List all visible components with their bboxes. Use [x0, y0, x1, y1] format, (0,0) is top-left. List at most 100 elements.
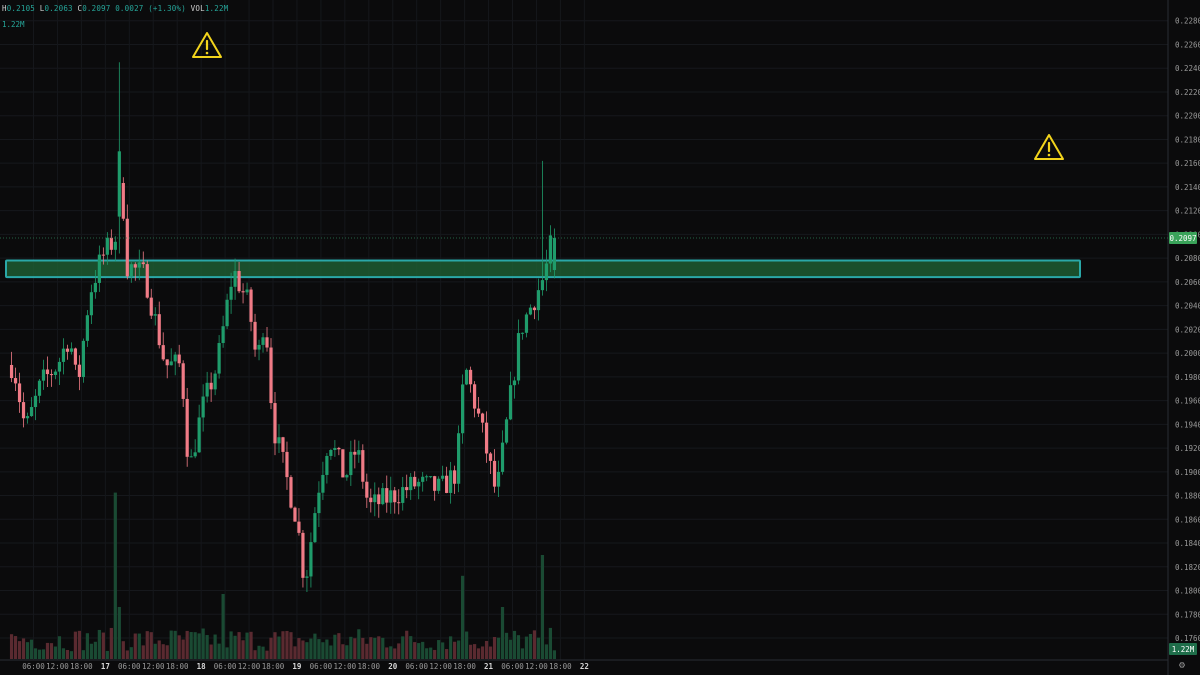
volume-bar: [425, 648, 429, 659]
candle-body: [401, 487, 405, 503]
candle: [269, 338, 273, 410]
last-volume-tag: [1169, 643, 1197, 655]
volume-bar: [201, 628, 205, 659]
candle-body: [165, 359, 169, 366]
volume-bar: [121, 641, 125, 659]
volume-bar: [185, 630, 189, 659]
candle-body: [217, 343, 221, 374]
candle-body: [161, 345, 165, 360]
candle-body: [289, 477, 293, 508]
candle-body: [365, 481, 369, 498]
candle-body: [249, 289, 253, 322]
candle: [73, 347, 78, 370]
x-tick-label: 12:00: [429, 662, 452, 671]
candle-body: [512, 380, 517, 386]
candle: [89, 284, 93, 324]
x-tick-label: 20: [388, 662, 398, 671]
volume-bar: [25, 642, 30, 659]
warning-triangle-outline: [1034, 134, 1064, 160]
candle-body: [121, 183, 125, 219]
candle: [137, 249, 141, 281]
y-tick-label: 0.2120: [1175, 207, 1200, 216]
candle: [201, 384, 205, 432]
volume-bar: [157, 640, 161, 659]
volume-bar: [9, 634, 14, 659]
volume-bar: [65, 649, 70, 659]
candle-body: [141, 262, 145, 265]
candle-body: [309, 542, 313, 577]
candle: [41, 359, 46, 390]
candle-body: [189, 456, 193, 458]
candle: [25, 412, 30, 424]
volume-bar: [305, 642, 309, 659]
x-tick-label: 19: [292, 662, 302, 671]
candle: [133, 262, 137, 281]
volume-bar: [413, 642, 417, 659]
candle: [217, 335, 221, 379]
candle-body: [437, 478, 441, 491]
volume-bar: [229, 631, 233, 659]
candle: [445, 466, 449, 494]
candle-body: [229, 286, 233, 300]
warning-triangle-outline: [192, 32, 222, 58]
x-tick-label: 18:00: [70, 662, 93, 671]
legend-volume-key: VOL: [190, 4, 205, 13]
candle: [528, 304, 533, 316]
candle: [313, 507, 317, 543]
candle: [173, 351, 177, 376]
gear-icon[interactable]: ⚙: [1179, 660, 1186, 671]
candle: [337, 446, 341, 456]
y-tick-label: 0.2080: [1175, 254, 1200, 263]
candle-body: [101, 254, 105, 256]
volume-bar: [445, 649, 449, 659]
candle-body: [61, 348, 66, 362]
candle-body: [237, 271, 241, 292]
candle: [516, 319, 521, 385]
candle: [77, 355, 82, 391]
x-tick-label: 06:00: [118, 662, 141, 671]
candle-body: [81, 340, 85, 377]
candle-body: [381, 488, 385, 505]
candle-body: [361, 450, 365, 482]
candle-body: [488, 453, 493, 461]
legend-change-value: 0.0027 (+1.30%): [115, 4, 186, 13]
candle-body: [85, 315, 89, 341]
candle-body: [425, 476, 429, 478]
candle-body: [21, 402, 26, 419]
x-tick-label: 12:00: [525, 662, 548, 671]
candle-body: [193, 452, 197, 457]
candle: [461, 374, 465, 444]
candle-body: [409, 476, 413, 491]
candle: [21, 392, 26, 428]
candle-body: [149, 297, 153, 316]
candle: [129, 262, 133, 283]
volume-bar: [397, 643, 401, 659]
candle: [484, 411, 489, 463]
candle-body: [349, 451, 353, 476]
candle-body: [129, 264, 133, 277]
candle: [81, 338, 85, 383]
candle-body: [17, 383, 22, 403]
candle: [540, 160, 545, 296]
candle-body: [461, 384, 465, 434]
candle: [457, 425, 461, 493]
volume-bar: [317, 639, 321, 659]
candle-body: [157, 314, 161, 346]
volume-bar: [429, 647, 433, 659]
candle-body: [125, 218, 129, 277]
candle-body: [13, 378, 18, 384]
volume-bar: [205, 635, 209, 659]
candle: [488, 451, 493, 474]
candle: [532, 306, 537, 320]
candle-body: [105, 237, 109, 255]
y-tick-label: 0.1780: [1175, 610, 1200, 619]
volume-bar: [233, 635, 237, 659]
candle: [145, 260, 149, 299]
candle: [257, 339, 261, 361]
volume-bar: [181, 639, 185, 659]
candle: [468, 366, 473, 393]
volume-bar: [369, 637, 373, 659]
candle-body: [253, 321, 257, 350]
